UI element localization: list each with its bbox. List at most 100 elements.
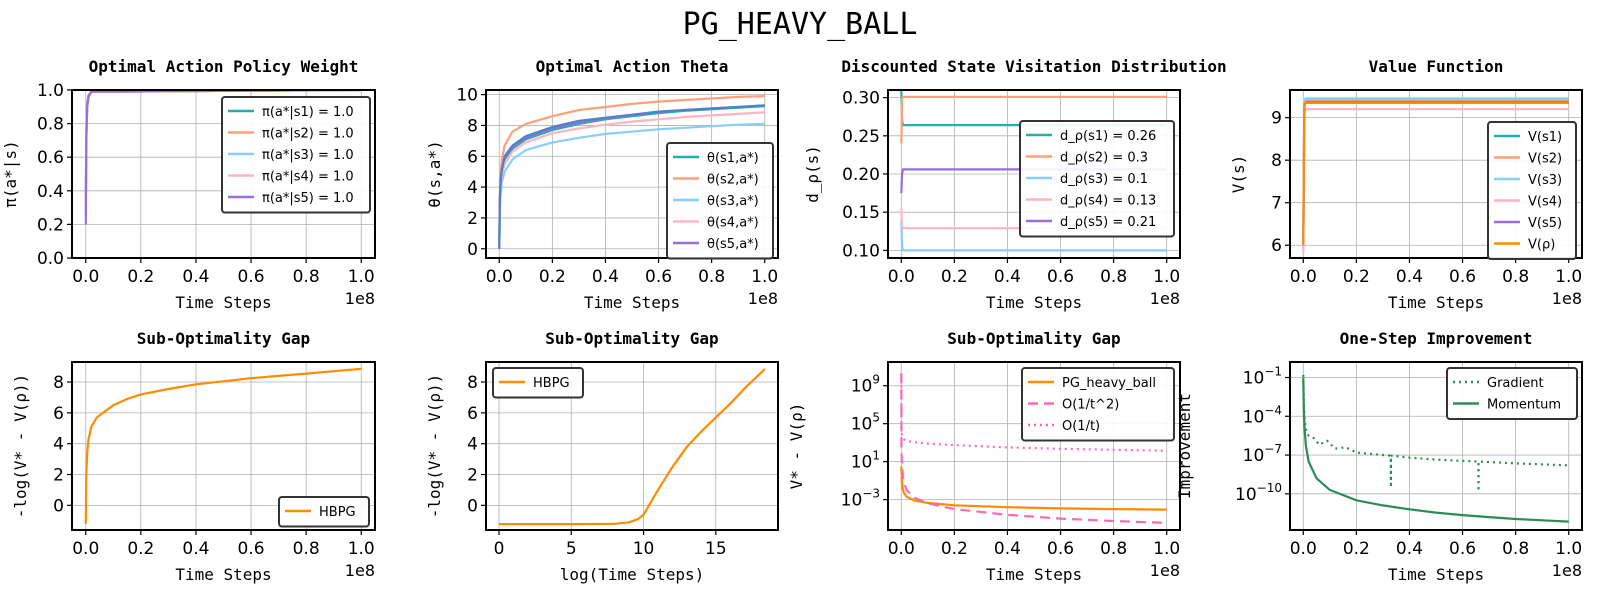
y-tick-label: 4	[467, 435, 478, 455]
x-tick-label: 0.4	[1396, 267, 1423, 287]
x-offset-label: 1e8	[1552, 561, 1582, 580]
x-tick-label: 0.4	[182, 267, 209, 287]
y-tick-label: 0	[467, 240, 478, 260]
x-tick-label: 0.8	[698, 267, 725, 287]
series-line-p5-1	[84, 367, 362, 524]
y-axis-label: -log(V* - V(ρ))	[425, 374, 444, 519]
x-tick-label: 15	[705, 539, 727, 559]
y-tick-label: 0	[467, 496, 478, 516]
subplot-p8: 0.0 0.2 0.4 0.6 0.8 1.0 10−10 10−7 10−4 10−1 1e8 On…	[1175, 329, 1583, 584]
x-tick-label: 1.0	[1555, 539, 1582, 559]
x-tick-label: 0.2	[941, 267, 968, 287]
subplot-p3: 0.0 0.2 0.4 0.6 0.8 1.0 0.10 0.15 0.20 0.25 0.30 1e…	[803, 57, 1227, 312]
subplot-title: Sub-Optimality Gap	[545, 329, 718, 348]
y-tick-label: 8	[53, 373, 64, 393]
subplot-p6: 0 5 10 15 0 2 4 6 8 Sub-Optimality Gap log(Time St…	[425, 329, 779, 584]
x-tick-label: 0.0	[72, 267, 99, 287]
x-tick-label: 0.4	[1396, 539, 1423, 559]
x-tick-label: 0.6	[1047, 267, 1074, 287]
y-tick-label: 10−4	[1243, 403, 1282, 427]
legend-label: d_ρ(s1) = 0.26	[1060, 129, 1156, 144]
y-tick-label: 105	[851, 411, 880, 435]
x-tick-label: 0.8	[1502, 539, 1529, 559]
legend: V(s1) V(s2) V(s3) V(s4) V(s5) V(ρ)	[1487, 121, 1577, 260]
y-tick-label: 4	[53, 435, 64, 455]
subplot-p4: 0.0 0.2 0.4 0.6 0.8 1.0 6 7 8 9 1e8 Value Function T…	[1229, 57, 1583, 312]
legend-label: HBPG	[319, 505, 356, 520]
y-tick-label: 0.0	[37, 249, 64, 269]
x-tick-label: 0	[494, 539, 505, 559]
x-tick-label: 0.4	[994, 539, 1021, 559]
y-tick-label: 6	[53, 404, 64, 424]
y-axis-label: θ(s,a*)	[425, 140, 444, 207]
figure-title: PG_HEAVY_BALL	[683, 7, 918, 42]
y-tick-label: 0.10	[842, 241, 880, 261]
x-tick-label: 0.8	[293, 539, 320, 559]
x-tick-label: 1.0	[751, 267, 778, 287]
x-tick-label: 0.0	[888, 539, 915, 559]
x-tick-label: 0.0	[1290, 267, 1317, 287]
legend-label: V(s1)	[1528, 130, 1562, 145]
y-tick-label: 2	[467, 209, 478, 229]
x-axis-label: Time Steps	[584, 293, 680, 312]
y-axis-label: π(a*|s)	[1, 140, 20, 207]
legend-label: d_ρ(s3) = 0.1	[1060, 172, 1148, 187]
axes-frame	[1289, 89, 1583, 259]
legend-frame	[1021, 367, 1175, 442]
legend: HBPG	[492, 367, 584, 399]
legend-label: π(a*|s1) = 1.0	[262, 105, 354, 120]
legend-label: Gradient	[1487, 376, 1544, 391]
legend: d_ρ(s1) = 0.26 d_ρ(s2) = 0.3 d_ρ(s3) = 0.1…	[1019, 120, 1175, 238]
axes-frame	[71, 361, 376, 531]
axes-frame	[485, 361, 779, 531]
series-line-p8-2	[1302, 377, 1569, 523]
x-offset-label: 1e8	[1552, 289, 1582, 308]
x-tick-label: 0.6	[238, 267, 265, 287]
x-tick-label: 0.2	[127, 267, 154, 287]
y-tick-label: 0.4	[37, 182, 64, 202]
legend-label: V(s4)	[1528, 195, 1562, 210]
x-tick-label: 0.8	[1100, 267, 1127, 287]
subplot-title: Optimal Action Theta	[536, 57, 729, 76]
series-line-p8-1	[1302, 374, 1569, 493]
x-tick-label: 0.4	[592, 267, 619, 287]
legend-label: θ(s4,a*)	[707, 216, 759, 231]
y-tick-label: 1.0	[37, 81, 64, 101]
legend: Gradient Momentum	[1446, 367, 1578, 420]
y-axis-label: -log(V* - V(ρ))	[11, 374, 30, 519]
axes-frame	[1289, 361, 1583, 531]
x-tick-label: 0.0	[888, 267, 915, 287]
x-tick-label: 10	[633, 539, 655, 559]
y-tick-label: 101	[851, 449, 880, 473]
legend-label: d_ρ(s2) = 0.3	[1060, 151, 1148, 166]
x-axis-label: Time Steps	[986, 293, 1082, 312]
x-axis-label: Time Steps	[175, 293, 271, 312]
y-tick-label: 10−10	[1235, 481, 1282, 505]
series-line-p7-3	[900, 373, 1167, 452]
subplot-title: Sub-Optimality Gap	[947, 329, 1120, 348]
x-tick-label: 0.4	[994, 267, 1021, 287]
axes-frame	[485, 89, 779, 259]
legend: HBPG	[278, 496, 370, 528]
subplot-title: Discounted State Visitation Distribution	[841, 57, 1226, 76]
y-tick-label: 8	[467, 116, 478, 136]
x-tick-label: 0.2	[1343, 267, 1370, 287]
legend-label: θ(s1,a*)	[707, 151, 759, 166]
legend-label: HBPG	[533, 376, 570, 391]
series-line-p7-2	[900, 373, 1167, 524]
y-tick-label: 10	[456, 86, 478, 106]
legend-label: θ(s2,a*)	[707, 173, 759, 188]
y-tick-label: 0.8	[37, 115, 64, 135]
legend: θ(s1,a*) θ(s2,a*) θ(s3,a*) θ(s4,a*) θ(s5,a*)	[666, 142, 774, 260]
legend-frame	[666, 142, 774, 260]
series-line-p3-3	[900, 219, 1167, 252]
x-offset-label: 1e8	[345, 561, 375, 580]
y-tick-label: 2	[467, 466, 478, 486]
y-tick-label: 10−7	[1243, 442, 1282, 466]
y-axis-label: V* - V(ρ)	[787, 403, 806, 490]
x-tick-label: 1.0	[348, 539, 375, 559]
legend-label: π(a*|s2) = 1.0	[262, 127, 354, 142]
legend-frame	[1019, 120, 1175, 238]
x-offset-label: 1e8	[748, 289, 778, 308]
